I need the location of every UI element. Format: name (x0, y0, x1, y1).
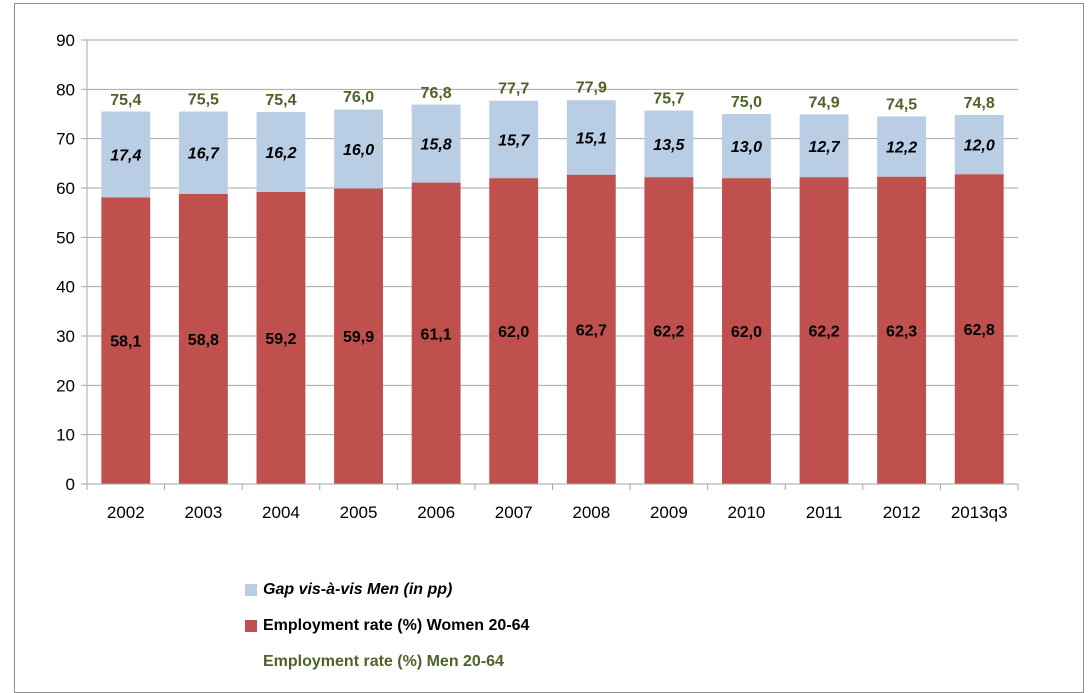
bar-women (799, 177, 849, 484)
y-tick-label: 90 (56, 31, 75, 50)
x-tick-label: 2011 (806, 503, 843, 522)
data-label-women: 58,8 (188, 332, 219, 349)
data-label-gap: 12,2 (886, 140, 917, 157)
y-tick-label: 40 (56, 278, 75, 297)
legend: Gap vis-à-vis Men (in pp) Employment rat… (245, 572, 529, 680)
bar-women (489, 178, 539, 484)
data-label-men: 75,5 (188, 92, 219, 109)
data-label-men: 77,7 (498, 81, 529, 98)
data-label-men: 75,4 (110, 92, 141, 109)
data-label-men: 76,8 (421, 85, 452, 102)
bar-women (101, 197, 151, 484)
x-tick-label: 2012 (883, 503, 921, 522)
data-label-men: 77,9 (576, 80, 607, 97)
data-label-women: 62,3 (886, 323, 917, 340)
x-tick-label: 2003 (184, 503, 222, 522)
legend-item-gap: Gap vis-à-vis Men (in pp) (245, 572, 529, 608)
data-label-women: 62,7 (576, 322, 607, 339)
x-tick-label: 2009 (650, 503, 688, 522)
data-label-men: 74,8 (964, 95, 995, 112)
y-tick-label: 70 (56, 130, 75, 149)
x-tick-label: 2004 (262, 503, 300, 522)
y-tick-label: 20 (56, 376, 75, 395)
data-label-men: 74,9 (808, 94, 839, 111)
bar-women (256, 191, 306, 485)
bar-gap (954, 114, 1004, 175)
data-label-women: 59,9 (343, 329, 374, 346)
bar-women (877, 176, 927, 485)
data-label-women: 62,2 (653, 324, 684, 341)
y-tick-label: 10 (56, 426, 75, 445)
data-label-women: 62,0 (731, 324, 762, 341)
x-tick-label: 2002 (107, 503, 145, 522)
bar-gap (334, 109, 383, 189)
data-label-men: 75,4 (265, 92, 296, 109)
data-label-gap: 16,7 (188, 146, 220, 163)
y-tick-label: 50 (56, 228, 75, 247)
legend-item-women: Employment rate (%) Women 20-64 (245, 608, 529, 644)
y-tick-label: 80 (56, 80, 75, 99)
data-label-gap: 13,5 (653, 137, 685, 154)
bar-women (178, 193, 228, 485)
bar-gap (489, 100, 539, 179)
x-tick-label: 2010 (728, 503, 766, 522)
bar-gap (877, 116, 927, 177)
data-label-women: 62,0 (498, 324, 529, 341)
bar-women (644, 177, 694, 484)
legend-item-men: Employment rate (%) Men 20-64 (245, 644, 529, 680)
data-label-men: 74,5 (886, 96, 917, 113)
legend-swatch-women (245, 620, 257, 632)
legend-label-men: Employment rate (%) Men 20-64 (263, 653, 504, 670)
bar-women (566, 174, 616, 484)
bar-women (954, 174, 1004, 485)
data-label-men: 75,7 (653, 91, 684, 108)
bar-women (411, 182, 461, 484)
y-tick-label: 60 (56, 179, 75, 198)
data-label-gap: 16,0 (343, 142, 374, 159)
data-label-women: 59,2 (265, 331, 296, 348)
legend-label-women: Employment rate (%) Women 20-64 (263, 617, 530, 634)
data-label-women: 61,1 (421, 326, 452, 343)
data-label-gap: 12,0 (964, 138, 995, 155)
data-label-gap: 15,8 (421, 137, 452, 154)
x-tick-label: 2005 (340, 503, 378, 522)
bar-gap (411, 104, 461, 183)
bar-gap (722, 114, 771, 179)
data-label-women: 62,2 (808, 324, 839, 341)
x-tick-label: 2013q3 (951, 503, 1008, 522)
data-label-women: 62,8 (964, 322, 995, 339)
bar-gap (256, 112, 306, 192)
data-label-gap: 12,7 (808, 139, 840, 156)
bar-gap (799, 114, 849, 178)
data-label-men: 75,0 (731, 94, 762, 111)
legend-swatch-gap (245, 584, 257, 596)
y-tick-label: 30 (56, 327, 75, 346)
data-label-gap: 17,4 (110, 147, 141, 164)
bar-women (334, 188, 383, 484)
data-label-gap: 13,0 (731, 139, 762, 156)
data-label-gap: 15,7 (498, 132, 530, 149)
legend-label-gap: Gap vis-à-vis Men (in pp) (263, 581, 453, 598)
x-tick-label: 2008 (572, 503, 610, 522)
data-label-gap: 15,1 (576, 130, 607, 147)
x-tick-label: 2007 (495, 503, 533, 522)
data-label-men: 76,0 (343, 89, 374, 106)
bar-women (722, 178, 771, 484)
x-tick-label: 2006 (417, 503, 455, 522)
bar-gap (566, 100, 616, 175)
bar-gap (178, 111, 228, 194)
data-label-gap: 16,2 (265, 145, 296, 162)
bar-gap (644, 110, 694, 178)
bar-gap (101, 111, 151, 198)
data-label-women: 58,1 (110, 334, 141, 351)
y-tick-label: 0 (66, 475, 75, 494)
